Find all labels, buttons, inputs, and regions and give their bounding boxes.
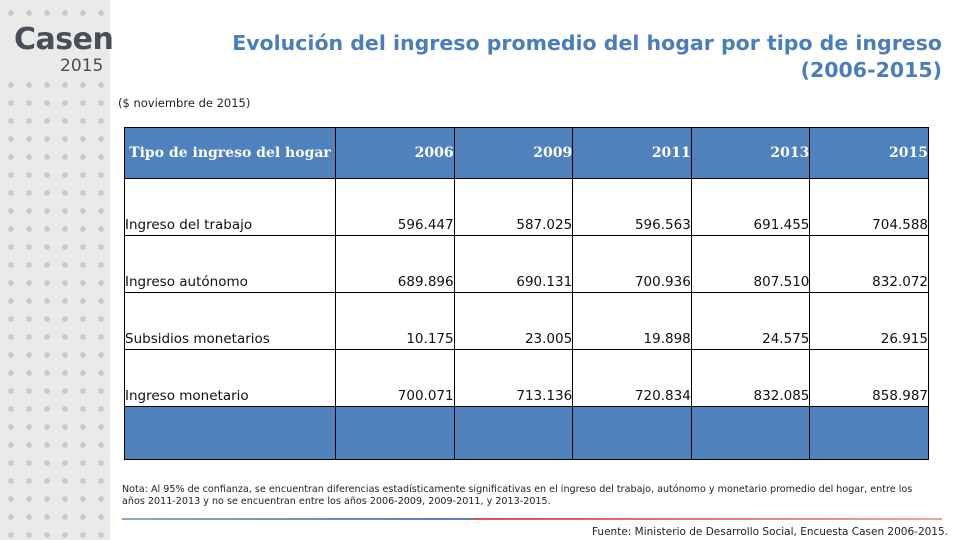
cell-value: 596.563 [572, 178, 692, 236]
casen-logo: Casen 2015 [8, 18, 114, 76]
income-table: Tipo de ingreso del hogar 2006 2009 2011… [124, 127, 929, 460]
row-label: Ingreso autónomo [124, 235, 336, 293]
currency-note: ($ noviembre de 2015) [118, 96, 251, 110]
empty-footer-row [124, 406, 929, 460]
slide-title: Evolución del ingreso promedio del hogar… [232, 31, 942, 82]
header-year-2011: 2011 [572, 127, 692, 179]
table-row: Subsidios monetarios 10.175 23.005 19.89… [124, 292, 929, 350]
empty-cell [572, 406, 692, 460]
dotted-sidebar [0, 0, 110, 540]
header-year-2015: 2015 [809, 127, 929, 179]
empty-cell [690, 406, 811, 460]
row-label: Ingreso monetario [124, 349, 336, 407]
row-label: Subsidios monetarios [124, 292, 336, 350]
cell-value: 596.447 [335, 178, 455, 236]
cell-value: 704.588 [809, 178, 929, 236]
empty-cell [809, 406, 929, 460]
cell-value: 26.915 [809, 292, 929, 350]
logo-year: 2015 [60, 56, 104, 76]
cell-value: 720.834 [572, 349, 692, 407]
cell-value: 10.175 [335, 292, 455, 350]
cell-value: 700.936 [572, 235, 692, 293]
table-header-row: Tipo de ingreso del hogar 2006 2009 2011… [124, 127, 929, 179]
cell-value: 691.455 [690, 178, 811, 236]
divider-red [472, 518, 942, 520]
divider-blue [122, 518, 472, 520]
header-year-2009: 2009 [453, 127, 574, 179]
table-row: Ingreso del trabajo 596.447 587.025 596.… [124, 178, 929, 236]
cell-value: 832.072 [809, 235, 929, 293]
cell-value: 689.896 [335, 235, 455, 293]
source-citation: Fuente: Ministerio de Desarrollo Social,… [591, 526, 948, 538]
row-label: Ingreso del trabajo [124, 178, 336, 236]
cell-value: 713.136 [453, 349, 574, 407]
cell-value: 23.005 [453, 292, 574, 350]
cell-value: 690.131 [453, 235, 574, 293]
table-row: Ingreso autónomo 689.896 690.131 700.936… [124, 235, 929, 293]
header-year-2006: 2006 [335, 127, 455, 179]
cell-value: 858.987 [809, 349, 929, 407]
empty-cell [453, 406, 574, 460]
footnote: Nota: Al 95% de confianza, se encuentran… [122, 484, 913, 507]
cell-value: 832.085 [690, 349, 811, 407]
empty-cell [124, 406, 336, 460]
cell-value: 19.898 [572, 292, 692, 350]
cell-value: 807.510 [690, 235, 811, 293]
empty-cell [335, 406, 455, 460]
cell-value: 587.025 [453, 178, 574, 236]
cell-value: 24.575 [690, 292, 811, 350]
logo-word: Casen [14, 22, 114, 57]
cell-value: 700.071 [335, 349, 455, 407]
header-year-2013: 2013 [690, 127, 811, 179]
table-row: Ingreso monetario 700.071 713.136 720.83… [124, 349, 929, 407]
header-income-type: Tipo de ingreso del hogar [124, 127, 336, 179]
